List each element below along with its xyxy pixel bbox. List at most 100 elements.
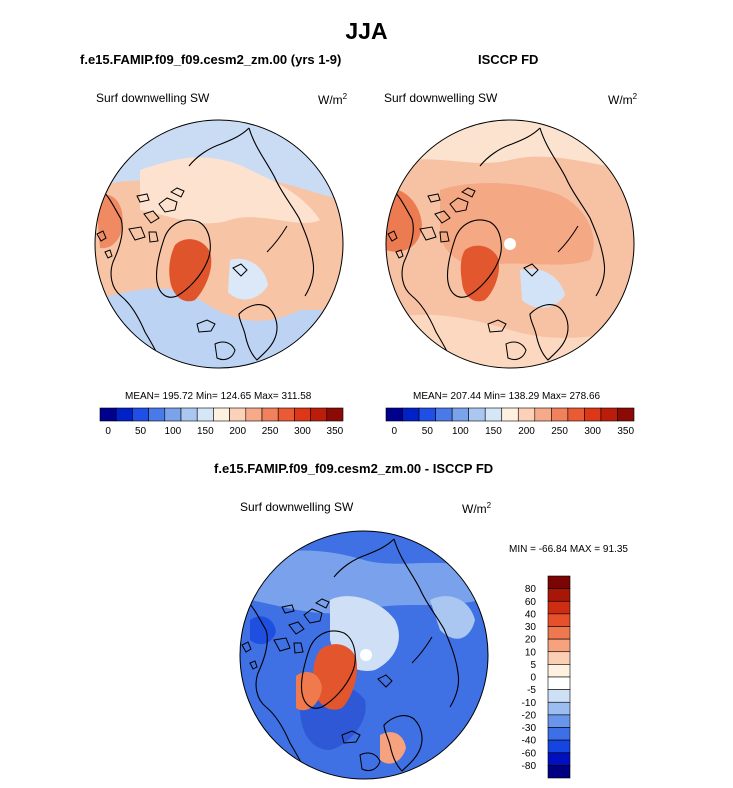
colorbar-swatch: [547, 727, 571, 741]
colorbar-swatch: [547, 613, 571, 627]
shade-region: [169, 239, 212, 302]
colorbar-swatch: [435, 407, 453, 422]
colorbar-swatch: [547, 600, 571, 615]
model-stats: MEAN= 195.72 Min= 124.65 Max= 311.58: [125, 391, 312, 402]
colorbar-swatch: [418, 407, 436, 422]
colorbar-tick-label: 50: [422, 426, 434, 437]
colorbar-tick-label: 10: [525, 647, 537, 658]
colorbar-swatch: [326, 407, 344, 422]
obs-units-label: W/m2: [608, 92, 638, 107]
colorbar-swatch: [547, 701, 571, 716]
colorbar-swatch: [196, 407, 214, 422]
main-title: JJA: [345, 18, 388, 44]
colorbar-tick-label: 100: [452, 426, 469, 437]
model-field-label: Surf downwelling SW: [96, 91, 210, 105]
colorbar-tick-label: 150: [485, 426, 502, 437]
obs-colorbar: 0 50 100 150 200 250 300 350: [385, 407, 635, 437]
colorbar-swatch: [547, 651, 571, 665]
colorbar-swatch: [547, 575, 571, 589]
colorbar-swatch: [501, 407, 519, 422]
colorbar-tick-label: 300: [584, 426, 601, 437]
shade-region: [313, 644, 358, 710]
shade-region: [296, 672, 322, 711]
colorbar-tick-label: 0: [391, 426, 397, 437]
colorbar-tick-label: -20: [522, 710, 537, 721]
colorbar-tick-label: 300: [294, 426, 311, 437]
colorbar-swatch: [385, 407, 403, 422]
colorbar-tick-label: 40: [525, 609, 537, 620]
colorbar-swatch: [547, 714, 571, 728]
colorbar-tick-label: 50: [135, 426, 147, 437]
colorbar-swatch: [547, 638, 571, 653]
colorbar-swatch: [310, 407, 328, 422]
colorbar-swatch: [547, 664, 571, 678]
shade-region: [96, 194, 123, 249]
colorbar-swatch: [517, 407, 536, 422]
model-panel-title: f.e15.FAMIP.f09_f09.cesm2_zm.00 (yrs 1-9…: [80, 52, 342, 67]
model-polar-map: [94, 119, 344, 369]
colorbar-swatch: [547, 588, 571, 602]
obs-field-label: Surf downwelling SW: [384, 91, 498, 105]
diff-panel-title: f.e15.FAMIP.f09_f09.cesm2_zm.00 - ISCCP …: [214, 461, 494, 476]
colorbar-swatch: [245, 407, 263, 422]
colorbar-swatch: [261, 407, 279, 422]
shade-region: [460, 245, 500, 302]
pole-hole: [504, 238, 516, 250]
colorbar-swatch: [294, 407, 311, 422]
colorbar-tick-label: 0: [105, 426, 111, 437]
model-units-label: W/m2: [318, 92, 348, 107]
map-boundary: [94, 119, 344, 369]
shade-region: [250, 616, 276, 645]
colorbar-swatch: [547, 676, 571, 690]
colorbar-swatch: [148, 407, 166, 422]
shade-region: [140, 157, 320, 224]
colorbar-swatch: [547, 689, 571, 703]
colorbar-swatch: [164, 407, 182, 422]
colorbar-tick-label: 250: [551, 426, 568, 437]
shade-region: [440, 183, 594, 266]
colorbar-swatch: [402, 407, 420, 422]
colorbar-tick-label: 200: [229, 426, 246, 437]
colorbar-tick-label: 100: [165, 426, 182, 437]
colorbar-tick-label: 20: [525, 635, 537, 646]
obs-stats: MEAN= 207.44 Min= 138.29 Max= 278.66: [413, 391, 601, 402]
colorbar-tick-label: -5: [527, 685, 536, 696]
colorbar-tick-label: -10: [522, 698, 537, 709]
obs-panel-title: ISCCP FD: [478, 52, 539, 67]
colorbar-tick-label: 250: [262, 426, 279, 437]
colorbar-swatch: [99, 407, 117, 422]
colorbar-swatch: [180, 407, 198, 422]
model-colorbar: 0 50 100 150 200 250 300 350: [99, 407, 344, 437]
colorbar-swatch: [547, 739, 571, 754]
colorbar-swatch: [547, 626, 571, 640]
colorbar-tick-label: 80: [525, 584, 537, 595]
colorbar-tick-label: 200: [518, 426, 535, 437]
colorbar-swatch: [551, 407, 569, 422]
colorbar-swatch: [132, 407, 149, 422]
colorbar-swatch: [547, 765, 571, 779]
shade-region: [228, 258, 268, 300]
colorbar-tick-label: -30: [522, 723, 537, 734]
colorbar-tick-label: 350: [327, 426, 344, 437]
obs-polar-map: [385, 119, 635, 369]
colorbar-swatch: [451, 407, 469, 422]
shade-region: [520, 268, 565, 308]
colorbar-swatch: [600, 407, 618, 422]
shade-region: [430, 596, 475, 639]
diff-stats: MIN = -66.84 MAX = 91.35: [509, 544, 628, 555]
colorbar-tick-label: 350: [617, 426, 634, 437]
shade-region: [95, 288, 343, 368]
shade-region: [380, 732, 406, 764]
colorbar-swatch: [468, 407, 486, 422]
pole-hole: [360, 649, 372, 661]
colorbar-swatch: [213, 407, 230, 422]
diff-units-label: W/m2: [462, 501, 492, 516]
colorbar-swatch: [229, 407, 247, 422]
map-boundary: [239, 530, 489, 780]
colorbar-tick-label: -60: [522, 748, 537, 759]
colorbar-swatch: [115, 407, 133, 422]
colorbar-swatch: [584, 407, 602, 422]
colorbar-tick-label: 60: [525, 597, 537, 608]
